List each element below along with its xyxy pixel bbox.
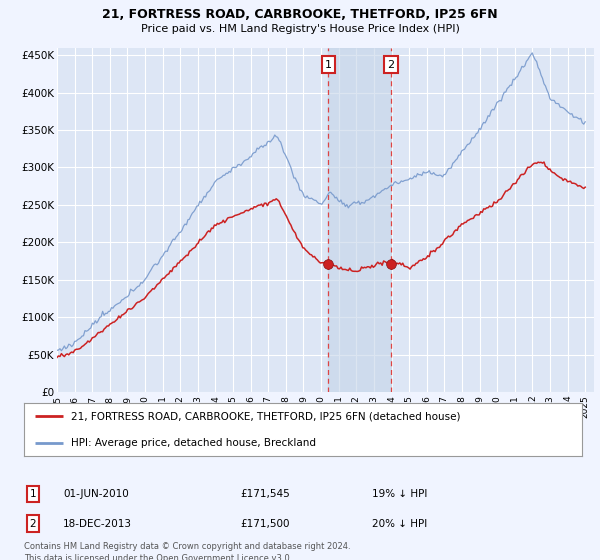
Text: 2: 2 <box>387 60 394 70</box>
Text: Price paid vs. HM Land Registry's House Price Index (HPI): Price paid vs. HM Land Registry's House … <box>140 24 460 34</box>
Text: 19% ↓ HPI: 19% ↓ HPI <box>372 489 427 499</box>
Text: Contains HM Land Registry data © Crown copyright and database right 2024.: Contains HM Land Registry data © Crown c… <box>24 542 350 550</box>
Text: £171,545: £171,545 <box>240 489 290 499</box>
Bar <box>328 48 391 392</box>
Text: 1: 1 <box>325 60 332 70</box>
Text: HPI: Average price, detached house, Breckland: HPI: Average price, detached house, Brec… <box>71 438 316 448</box>
Text: 21, FORTRESS ROAD, CARBROOKE, THETFORD, IP25 6FN: 21, FORTRESS ROAD, CARBROOKE, THETFORD, … <box>102 8 498 21</box>
Text: This data is licensed under the Open Government Licence v3.0.: This data is licensed under the Open Gov… <box>24 554 292 560</box>
Text: £171,500: £171,500 <box>240 519 290 529</box>
Text: 18-DEC-2013: 18-DEC-2013 <box>63 519 132 529</box>
Text: 01-JUN-2010: 01-JUN-2010 <box>63 489 129 499</box>
Text: 21, FORTRESS ROAD, CARBROOKE, THETFORD, IP25 6FN (detached house): 21, FORTRESS ROAD, CARBROOKE, THETFORD, … <box>71 412 461 422</box>
Text: 2: 2 <box>29 519 37 529</box>
Text: 1: 1 <box>29 489 37 499</box>
Text: 20% ↓ HPI: 20% ↓ HPI <box>372 519 427 529</box>
